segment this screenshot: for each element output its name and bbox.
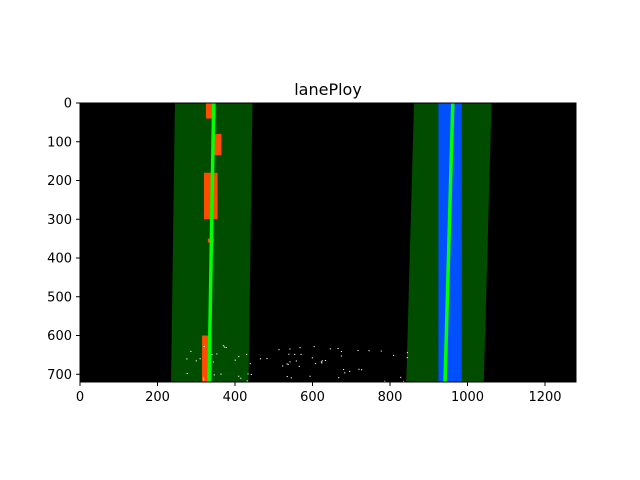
noise-pixel (199, 358, 201, 360)
noise-pixel (342, 369, 345, 371)
noise-pixel (216, 353, 218, 355)
noise-pixel (220, 373, 222, 375)
noise-pixel (211, 354, 213, 356)
noise-pixel (234, 359, 236, 361)
left-lane-pixels-4 (202, 335, 212, 382)
x-tick-label: 400 (223, 390, 248, 405)
noise-pixel (384, 380, 386, 382)
y-tick-label: 500 (47, 290, 72, 305)
noise-pixel (295, 360, 297, 362)
noise-pixel (203, 345, 205, 347)
left-lane-pixels-1 (211, 134, 222, 156)
noise-pixel (238, 356, 240, 358)
noise-pixel (246, 380, 248, 382)
noise-pixel (321, 362, 323, 364)
noise-pixel (287, 363, 289, 365)
noise-pixel (186, 373, 188, 375)
noise-pixel (247, 373, 249, 375)
noise-pixel (358, 368, 360, 370)
left-lane-fit-line (207, 102, 216, 383)
x-tick-label: 1000 (451, 390, 484, 405)
noise-pixel (288, 353, 290, 355)
noise-pixel (225, 347, 227, 349)
x-tick-label: 200 (145, 390, 170, 405)
noise-pixel (290, 377, 292, 379)
noise-pixel (294, 353, 296, 355)
y-tick-label: 600 (47, 329, 72, 344)
noise-pixel (289, 348, 291, 350)
axes: 0 200 400 600 800 1000 1200 0 100 200 300 400 500 600… (47, 97, 577, 405)
noise-pixel (299, 347, 301, 349)
x-tick-label: 1200 (528, 390, 561, 405)
noise-pixel (393, 354, 395, 356)
noise-pixel (349, 370, 351, 372)
noise-pixel (400, 376, 402, 378)
noise-pixel (380, 350, 382, 352)
y-tick-label: 200 (47, 174, 72, 189)
noise-pixel (361, 369, 363, 371)
y-tick-label: 0 (64, 97, 72, 112)
x-tick-label: 600 (300, 390, 325, 405)
noise-pixel (250, 373, 252, 375)
left-lane-pixels-0 (205, 103, 216, 119)
noise-pixel (309, 375, 311, 377)
noise-pixel (246, 353, 248, 355)
noise-pixel (249, 363, 251, 365)
noise-pixel (282, 365, 284, 367)
noise-pixel (266, 358, 268, 360)
noise-pixel (238, 375, 240, 377)
noise-pixel (344, 372, 346, 374)
plot-area (80, 102, 576, 383)
noise-pixel (278, 349, 280, 351)
noise-pixel (368, 350, 370, 352)
noise-pixel (406, 352, 409, 354)
noise-pixel (195, 360, 197, 362)
y-tick-label: 400 (47, 252, 72, 267)
noise-pixel (357, 350, 359, 352)
noise-pixel (321, 360, 323, 362)
noise-pixel (311, 357, 314, 359)
plot-frame (79, 102, 577, 383)
noise-pixel (337, 348, 339, 350)
x-tick-label: 800 (378, 390, 403, 405)
noise-pixel (186, 358, 188, 360)
noise-pixel (329, 348, 331, 350)
noise-pixel (314, 363, 317, 365)
noise-pixel (190, 350, 192, 352)
noise-pixel (289, 361, 291, 363)
noise-pixel (223, 346, 226, 348)
noise-pixel (402, 380, 405, 382)
chart-title: lanePloy (294, 80, 362, 99)
noise-pixel (340, 351, 343, 353)
noise-pixel (340, 355, 343, 357)
right-lane-fit-line (443, 102, 455, 383)
noise-pixel (338, 377, 340, 379)
noise-pixel (286, 363, 288, 365)
x-tick-label: 0 (76, 390, 84, 405)
noise-pixel (202, 377, 205, 379)
noise-pixel (203, 379, 205, 381)
noise-pixel (406, 357, 408, 359)
noise-pixel (300, 353, 302, 355)
noise-pixel (324, 359, 327, 361)
y-tick-label: 100 (47, 135, 72, 150)
y-tick-label: 700 (47, 368, 72, 383)
noise-pixel (320, 361, 323, 363)
y-tick-label: 300 (47, 213, 72, 228)
noise-pixel (222, 345, 225, 347)
noise-pixel (212, 361, 214, 363)
noise-pixel (298, 365, 300, 367)
image-background (80, 103, 576, 382)
noise-pixel (259, 358, 262, 360)
noise-pixel (213, 374, 215, 376)
noise-pixel (313, 346, 315, 348)
noise-pixel (240, 377, 242, 379)
noise-pixel (286, 376, 288, 378)
